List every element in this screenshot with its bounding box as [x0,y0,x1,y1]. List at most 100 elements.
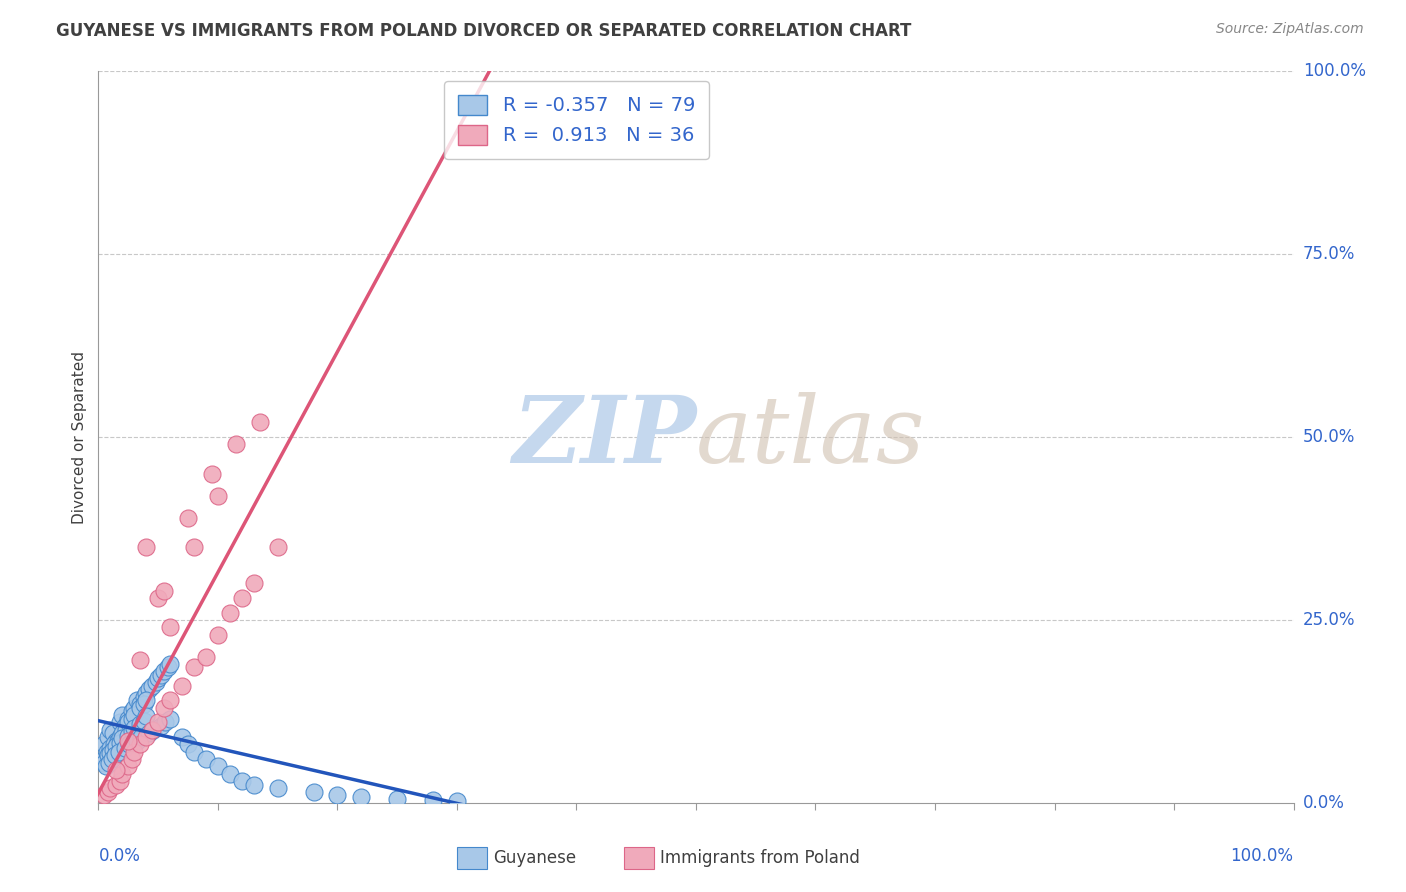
Point [207,489,229,503]
Point [141,679,163,693]
Point [124,708,146,723]
Point [108,773,131,788]
Point [129,700,152,714]
Point [145,675,167,690]
Point [159,693,181,707]
Point [183,660,205,674]
Point [124,745,146,759]
Point [93,789,115,803]
Point [115,723,138,737]
Point [103,737,125,751]
Point [156,660,179,674]
Point [129,716,152,731]
Point [159,657,181,671]
Point [177,510,200,524]
Point [105,733,128,747]
Y-axis label: Divorced or Separated: Divorced or Separated [72,351,87,524]
Point [101,726,124,740]
Point [219,606,242,620]
Point [326,789,349,803]
Point [385,792,409,806]
Text: Guyanese: Guyanese [494,848,576,867]
Point [111,766,134,780]
Point [121,705,143,719]
Point [148,715,170,730]
Point [97,730,120,744]
Point [201,467,224,481]
Bar [624,847,654,869]
Point [97,748,120,763]
Point [129,697,152,711]
Point [117,759,139,773]
Point [177,737,200,751]
Point [135,686,157,700]
Point [132,714,155,728]
Point [129,653,152,667]
Point [267,540,290,554]
Point [153,700,176,714]
Point [267,781,290,796]
Point [207,627,229,641]
Text: GUYANESE VS IMMIGRANTS FROM POLAND DIVORCED OR SEPARATED CORRELATION CHART: GUYANESE VS IMMIGRANTS FROM POLAND DIVOR… [56,22,911,40]
Point [172,679,194,693]
Point [243,778,266,792]
Point [243,576,266,591]
Point [231,591,253,605]
Point [172,730,194,744]
Text: ZIP: ZIP [512,392,696,482]
Point [124,700,146,714]
Point [105,778,128,792]
Point [135,709,157,723]
Point [93,756,115,770]
Point [141,723,163,737]
Point [249,416,271,430]
Point [124,721,146,735]
Point [121,724,143,739]
Point [125,733,148,747]
Point [101,743,124,757]
Point [108,736,131,750]
Point [93,752,115,766]
Point [121,752,143,766]
Point [135,730,157,744]
Point [93,737,115,751]
Point [108,730,131,744]
Point [129,737,152,751]
Point [138,682,160,697]
Point [153,664,176,678]
Point [132,697,155,711]
Point [98,756,121,770]
Point [107,745,129,759]
Point [117,712,139,726]
Text: 50.0%: 50.0% [1303,428,1355,446]
Point [446,794,468,808]
Text: 0.0%: 0.0% [1303,794,1346,812]
Point [108,715,131,730]
Point [132,690,155,704]
Point [114,719,136,733]
Point [135,693,157,707]
Point [98,723,122,737]
Point [183,540,205,554]
Text: 100.0%: 100.0% [1303,62,1367,80]
Point [148,591,170,605]
Point [118,737,141,751]
Point [231,773,253,788]
Point [149,719,172,733]
Point [114,740,136,755]
Point [98,781,122,796]
Point [98,740,122,755]
Point [219,766,242,780]
Point [350,789,373,804]
Point [94,759,117,773]
Point [195,649,218,664]
Point [97,785,120,799]
Legend: R = -0.357   N = 79, R =  0.913   N = 36: R = -0.357 N = 79, R = 0.913 N = 36 [444,81,709,159]
Point [100,752,122,766]
Point [125,693,148,707]
Point [121,712,143,726]
Point [225,437,247,451]
Point [155,715,177,730]
Text: 25.0%: 25.0% [1303,611,1355,629]
Point [117,729,139,743]
